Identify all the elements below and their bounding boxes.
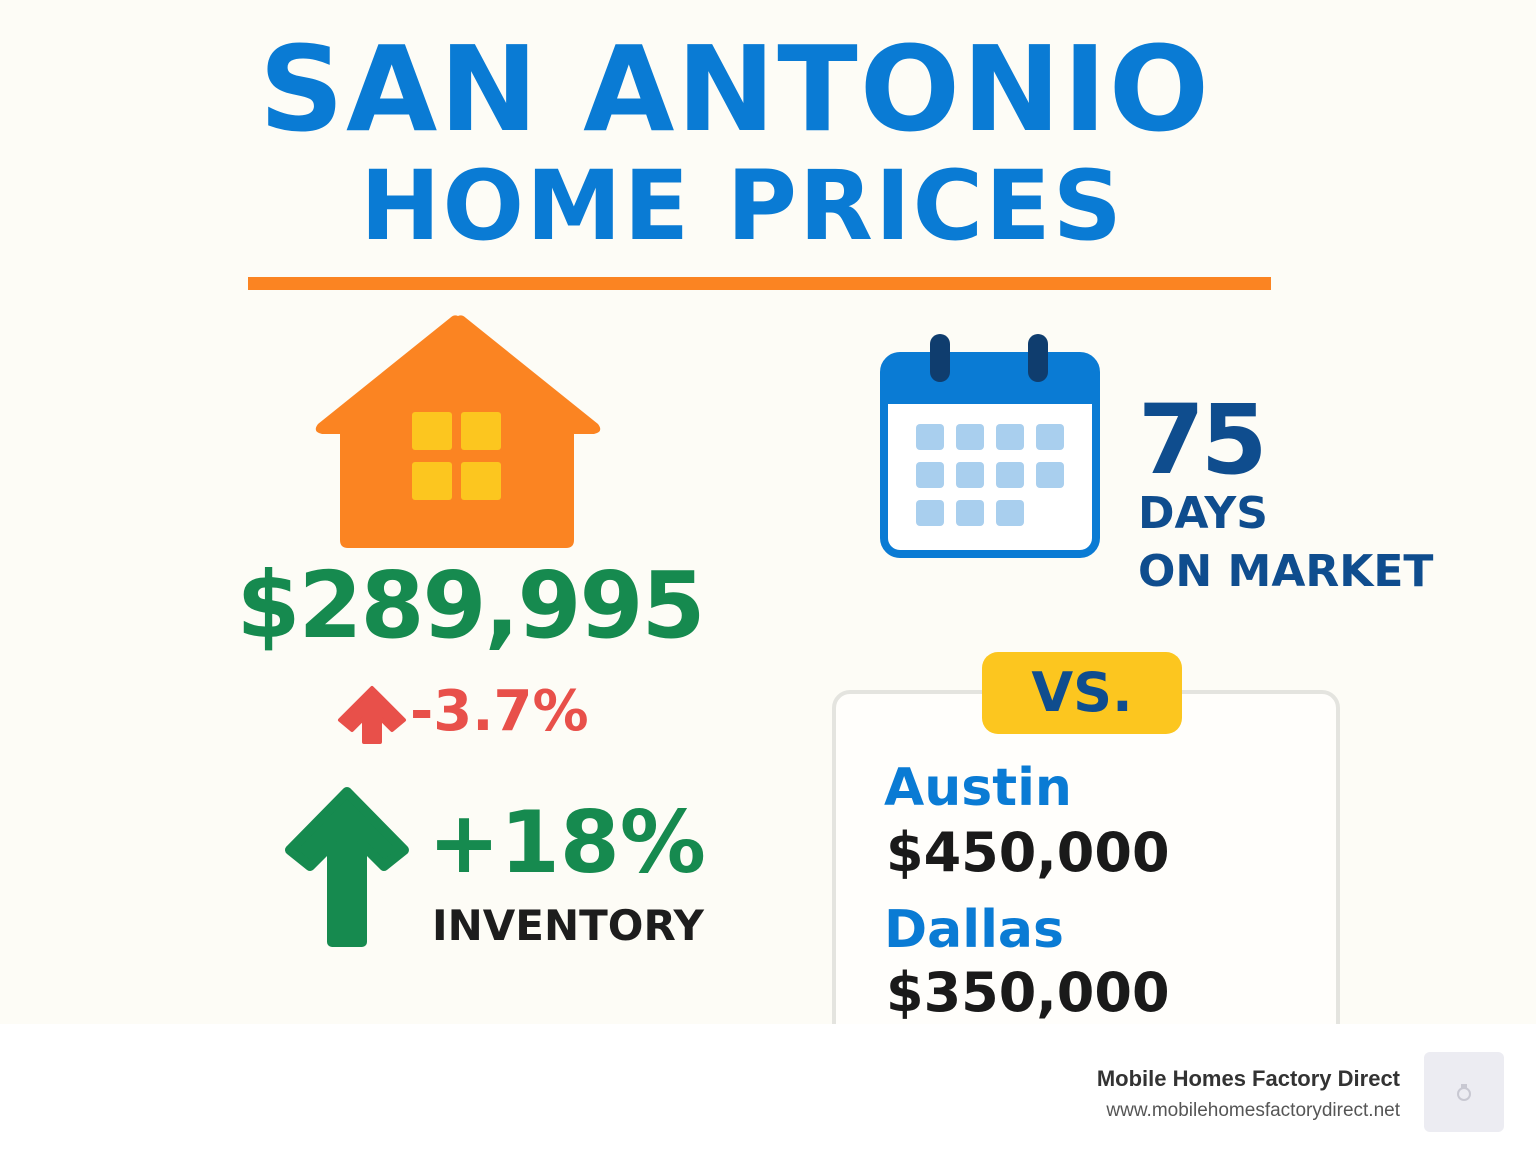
title-line-2: HOME PRICES	[360, 150, 1124, 262]
footer-url[interactable]: www.mobilehomesfactorydirect.net	[1106, 1100, 1400, 1121]
city-name-dallas: Dallas	[884, 900, 1064, 960]
calendar-icon	[880, 334, 1100, 558]
comparison-panel	[832, 690, 1340, 1078]
up-arrow-green-icon	[285, 787, 409, 947]
title-divider	[248, 277, 1271, 290]
days-label-line-2: ON MARKET	[1138, 546, 1434, 597]
footer-brand: Mobile Homes Factory Direct	[1096, 1066, 1400, 1091]
logo-icon	[1424, 1052, 1504, 1132]
inventory-change: +18%	[428, 793, 706, 893]
vs-badge: VS.	[982, 652, 1182, 734]
footer-bar	[0, 1024, 1536, 1154]
median-home-price: $289,995	[236, 552, 705, 659]
city-price-austin: $450,000	[886, 821, 1170, 884]
days-on-market-value: 75	[1138, 384, 1268, 496]
title-line-1: SAN ANTONIO	[259, 20, 1211, 158]
city-name-austin: Austin	[884, 758, 1072, 818]
price-change: -3.7%	[410, 679, 589, 744]
house-icon	[315, 315, 601, 548]
days-label-line-1: DAYS	[1138, 488, 1268, 539]
inventory-label: INVENTORY	[432, 901, 704, 950]
up-arrow-red-icon	[338, 686, 406, 744]
city-price-dallas: $350,000	[886, 961, 1170, 1024]
